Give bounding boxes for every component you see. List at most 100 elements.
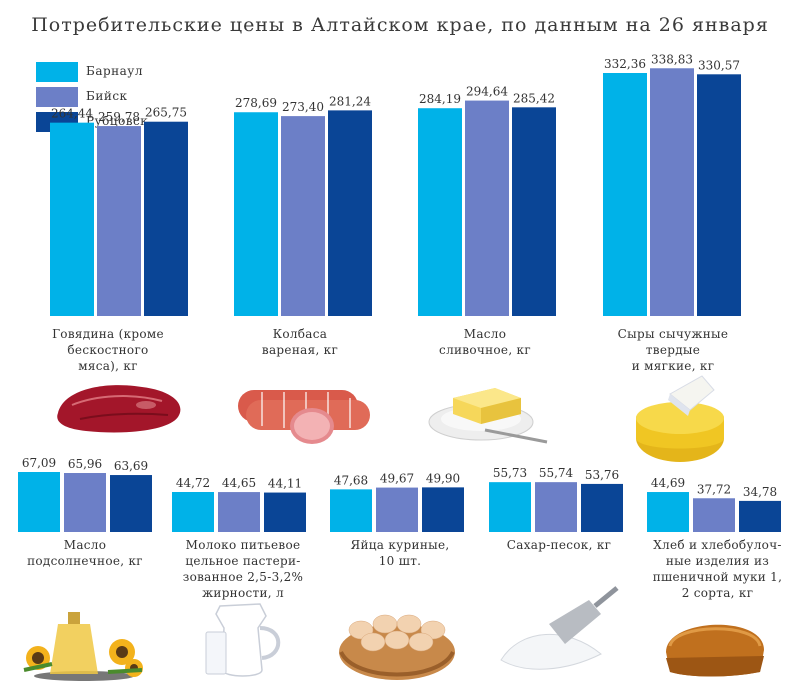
value-label-sausage-barnaul: 278,69	[235, 96, 277, 110]
bar-sugar-barnaul	[489, 482, 531, 532]
value-label-eggs-barnaul: 47,68	[334, 473, 368, 487]
bar-eggs-rubtsovsk	[422, 487, 464, 532]
label-line: зованное 2,5-3,2%	[182, 570, 304, 584]
label-line: 2 сорта, кг	[681, 586, 754, 600]
value-label-bread-biysk: 37,72	[697, 482, 731, 496]
value-label-beef-rubtsovsk: 265,75	[145, 106, 187, 120]
legend-label-barnaul: Барнаул	[86, 64, 143, 78]
category-label-beef: Говядина (кроме бескостного мяса), кг	[38, 326, 178, 374]
bar-bread-rubtsovsk	[739, 500, 781, 532]
value-label-milk-biysk: 44,65	[222, 476, 256, 490]
value-label-sugar-barnaul: 55,73	[493, 466, 527, 480]
bar-sunflower-oil-barnaul	[18, 472, 60, 532]
bar-butter-rubtsovsk	[512, 107, 556, 316]
value-label-eggs-biysk: 49,67	[380, 472, 414, 486]
category-label-milk: Молоко питьевое цельное пастери- зованно…	[168, 537, 318, 601]
category-label-cheese: Сыры сычужные твердые и мягкие, кг	[598, 326, 748, 374]
value-label-cheese-barnaul: 332,36	[604, 57, 646, 71]
bar-milk-biysk	[218, 492, 260, 532]
value-label-butter-rubtsovsk: 285,42	[513, 91, 555, 105]
label-line: пшеничной муки 1,	[652, 570, 783, 584]
value-label-sunflower-oil-barnaul: 67,09	[22, 456, 56, 470]
bar-sugar-rubtsovsk	[581, 483, 623, 532]
label-line: мяса), кг	[78, 359, 138, 373]
bar-beef-rubtsovsk	[144, 121, 188, 316]
category-label-eggs: Яйца куриные, 10 шт.	[325, 537, 475, 569]
legend-swatch-biysk	[36, 87, 78, 107]
bar-beef-barnaul	[50, 122, 94, 316]
bar-bread-biysk	[693, 498, 735, 532]
value-label-sunflower-oil-biysk: 65,96	[68, 457, 102, 471]
bar-eggs-barnaul	[330, 489, 372, 532]
value-label-beef-biysk: 259,78	[98, 110, 140, 124]
label-line: сливочное, кг	[439, 343, 531, 357]
category-label-butter: Масло сливочное, кг	[415, 326, 555, 358]
value-label-eggs-rubtsovsk: 49,90	[426, 471, 460, 485]
label-line: бескостного	[67, 343, 149, 357]
bar-butter-barnaul	[418, 108, 462, 316]
label-line: Яйца куриные,	[350, 538, 450, 552]
bar-bread-barnaul	[647, 492, 689, 532]
value-label-bread-barnaul: 44,69	[651, 476, 685, 490]
bar-beef-biysk	[97, 126, 141, 317]
value-label-cheese-biysk: 338,83	[651, 52, 693, 66]
value-label-bread-rubtsovsk: 34,78	[743, 485, 777, 499]
bar-milk-rubtsovsk	[264, 492, 306, 532]
bar-sugar-biysk	[535, 482, 577, 532]
label-line: Сахар-песок, кг	[506, 538, 612, 552]
bar-sunflower-oil-rubtsovsk	[110, 475, 152, 532]
category-label-bread: Хлеб и хлебобулоч- ные изделия из пшенич…	[640, 537, 795, 601]
label-line: Масло	[463, 327, 507, 341]
label-line: Говядина (кроме	[52, 327, 164, 341]
value-label-milk-rubtsovsk: 44,11	[268, 477, 302, 491]
bar-sausage-biysk	[281, 116, 325, 316]
label-line: Сыры сычужные	[617, 327, 729, 341]
value-label-sugar-rubtsovsk: 53,76	[585, 468, 619, 482]
butter-image	[428, 388, 548, 444]
category-label-sunflower-oil: Масло подсолнечное, кг	[10, 537, 160, 569]
bar-cheese-biysk	[650, 68, 694, 316]
sausage-image	[238, 390, 370, 444]
value-label-sunflower-oil-rubtsovsk: 63,69	[114, 459, 148, 473]
value-label-butter-barnaul: 284,19	[419, 92, 461, 106]
label-line: и мягкие, кг	[631, 359, 715, 373]
category-label-sugar: Сахар-песок, кг	[484, 537, 634, 553]
value-label-milk-barnaul: 44,72	[176, 476, 210, 490]
value-label-sausage-rubtsovsk: 281,24	[329, 94, 371, 108]
bar-sunflower-oil-biysk	[64, 473, 106, 532]
label-line: цельное пастери-	[185, 554, 301, 568]
label-line: вареная, кг	[261, 343, 339, 357]
milk-jug-image	[205, 603, 281, 677]
legend-swatch-barnaul	[36, 62, 78, 82]
sunflower-oil-image	[23, 612, 143, 681]
label-line: подсолнечное, кг	[27, 554, 143, 568]
label-line: Колбаса	[272, 327, 328, 341]
bar-eggs-biysk	[376, 487, 418, 532]
label-line: 10 шт.	[378, 554, 422, 568]
value-label-butter-biysk: 294,64	[466, 85, 508, 99]
legend-label-biysk: Бийск	[86, 89, 128, 103]
bread-loaf-image	[666, 624, 764, 677]
bar-sausage-barnaul	[234, 112, 278, 316]
value-label-beef-barnaul: 264,44	[51, 107, 93, 121]
label-line: Молоко питьевое	[185, 538, 301, 552]
beef-image	[57, 385, 181, 433]
bar-sausage-rubtsovsk	[328, 110, 372, 317]
bar-butter-biysk	[465, 100, 509, 317]
label-line: жирности, л	[202, 586, 284, 600]
label-line: твердые	[645, 343, 701, 357]
value-label-sausage-biysk: 273,40	[282, 100, 324, 114]
bar-cheese-rubtsovsk	[697, 74, 741, 316]
cheese-image	[636, 375, 724, 462]
eggs-basket-image	[339, 614, 455, 680]
bar-milk-barnaul	[172, 492, 214, 532]
category-label-sausage: Колбаса вареная, кг	[230, 326, 370, 358]
legend-label-rubtsovsk: Рубцовск	[86, 114, 149, 128]
bar-cheese-barnaul	[603, 73, 647, 316]
value-label-cheese-rubtsovsk: 330,57	[698, 58, 740, 72]
label-line: Хлеб и хлебобулоч-	[653, 538, 782, 552]
label-line: ные изделия из	[665, 554, 770, 568]
value-label-sugar-biysk: 55,74	[539, 466, 574, 480]
chart-title: Потребительские цены в Алтайском крае, п…	[31, 14, 769, 36]
